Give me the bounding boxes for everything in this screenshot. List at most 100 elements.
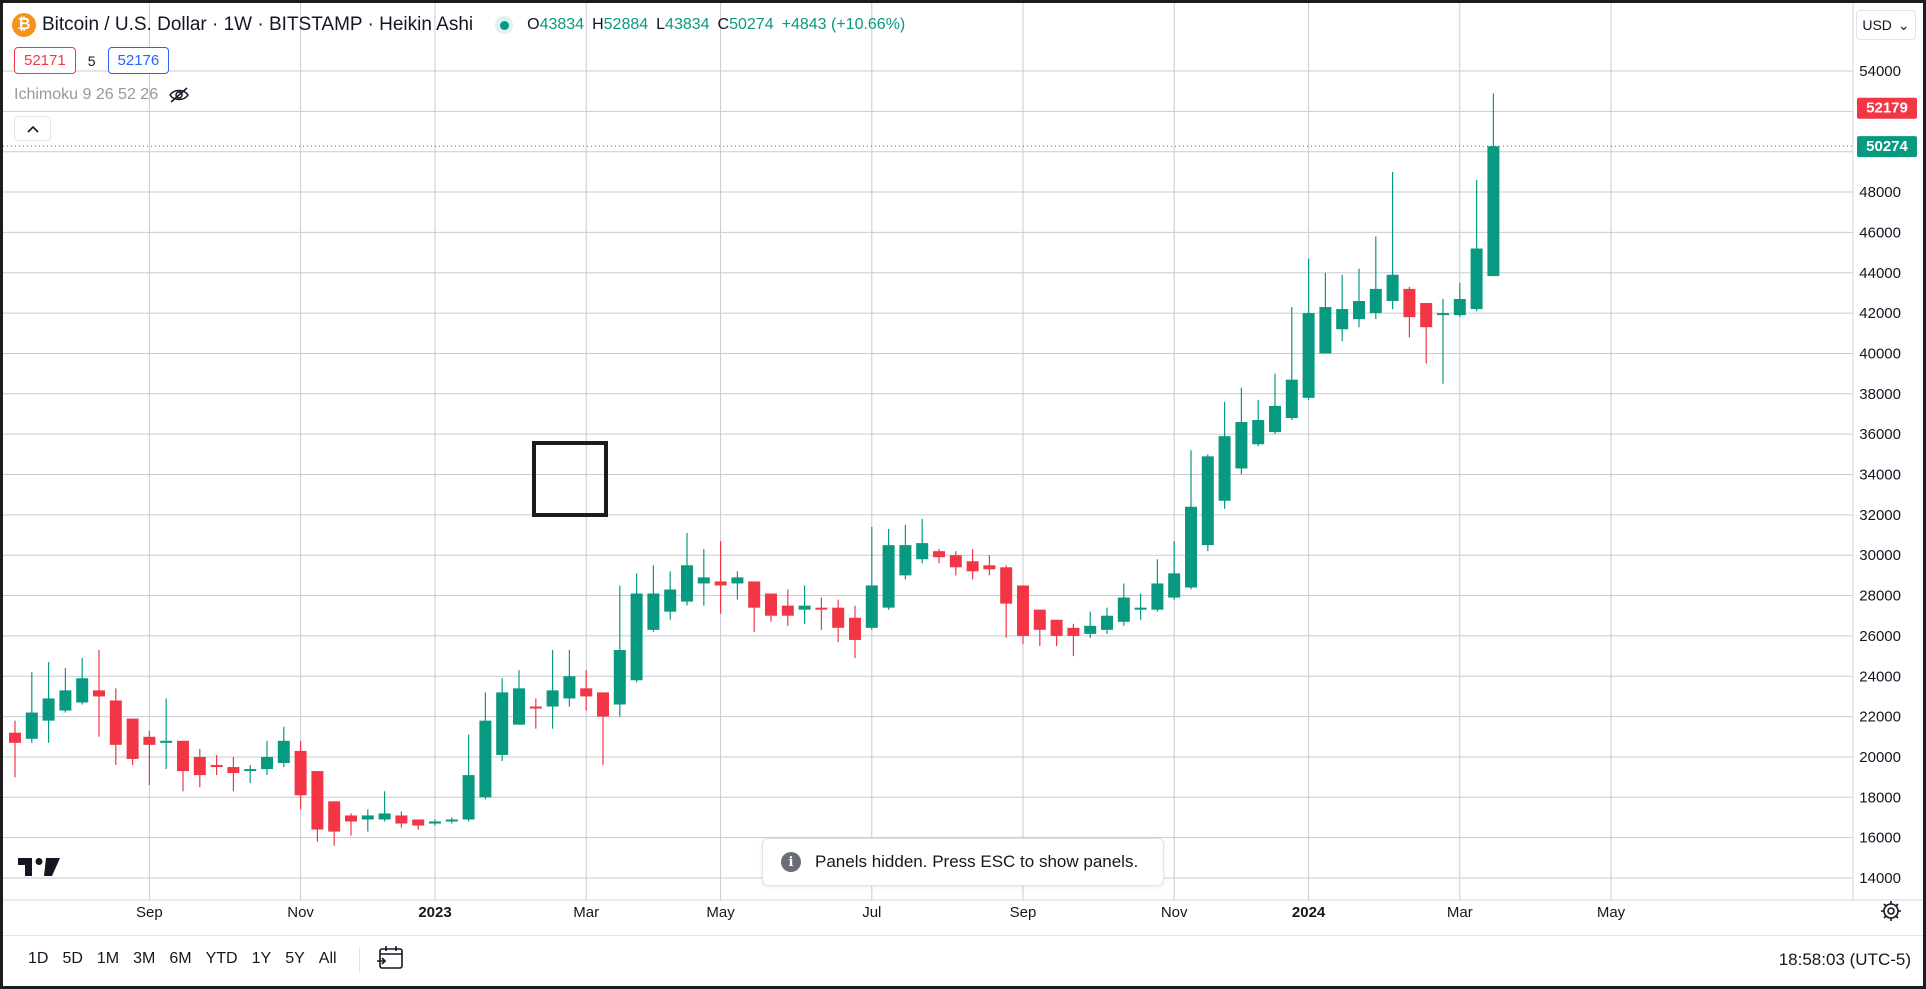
candle — [513, 670, 525, 725]
candle-body — [193, 756, 206, 776]
candle-body — [1101, 615, 1113, 630]
y-tick-label: 22000 — [1859, 709, 1901, 726]
price-markers: 52179 50274 — [3, 97, 1917, 158]
clock-timezone[interactable]: 18:58:03 (UTC-5) — [1778, 950, 1911, 969]
gear-icon[interactable] — [1880, 900, 1902, 922]
candle-body — [1386, 274, 1399, 301]
candle-body — [1437, 313, 1449, 316]
candle-body — [1151, 583, 1164, 610]
candle — [781, 589, 794, 626]
candle — [227, 756, 240, 792]
range-button-1m[interactable]: 1M — [96, 950, 120, 967]
candle — [916, 518, 929, 564]
candle — [1403, 286, 1416, 338]
candle-body — [59, 690, 72, 711]
y-tick-label: 48000 — [1859, 184, 1901, 201]
trade-buttons: 52171 5 52176 — [14, 47, 170, 74]
symbol-title[interactable]: Bitcoin / U.S. Dollar · 1W · BITSTAMP · … — [42, 14, 474, 35]
x-tick-label: Jul — [862, 904, 881, 921]
date-range-buttons: 1D 5D 1M 3M 6M YTD 1Y 5Y All — [21, 946, 344, 972]
low-label: L — [656, 16, 666, 33]
candle — [143, 730, 156, 786]
chevron-up-icon — [26, 125, 39, 133]
candle — [1050, 619, 1063, 646]
x-tick-label: May — [1597, 904, 1626, 921]
eye-off-icon[interactable] — [168, 87, 190, 103]
candle — [798, 585, 811, 624]
candle-body — [966, 561, 979, 572]
indicator-legend[interactable]: Ichimoku 9 26 52 26 — [14, 86, 190, 104]
candle — [1302, 258, 1315, 400]
candle — [429, 819, 441, 826]
calendar-goto-icon[interactable] — [375, 944, 405, 972]
candle-body — [681, 565, 693, 602]
candle-body — [277, 740, 290, 764]
tradingview-logo-icon[interactable] — [18, 856, 60, 878]
bitcoin-icon[interactable]: ₿ — [12, 13, 36, 37]
candle-body — [160, 740, 173, 743]
candle-body — [244, 769, 257, 772]
candle — [1000, 565, 1013, 638]
candle — [966, 549, 979, 580]
candle — [1168, 541, 1181, 600]
candle-body — [1033, 609, 1046, 630]
y-tick-label: 16000 — [1859, 830, 1901, 847]
sell-price-button[interactable]: 52171 — [14, 47, 76, 74]
candle — [1420, 303, 1433, 364]
candle-body — [9, 732, 21, 743]
close-label: C — [717, 16, 730, 33]
candle — [1101, 607, 1113, 634]
candle-body — [949, 555, 962, 568]
change-value: +4843 (+10.66%) — [781, 16, 906, 33]
currency-selector[interactable]: USD ⌄ — [1856, 10, 1916, 40]
price-chart[interactable]: 14000 16000 18000 20000 22000 24000 26000 28000… — [3, 3, 1923, 935]
candle — [193, 748, 206, 788]
range-button-6m[interactable]: 6M — [169, 950, 192, 967]
range-button-5d[interactable]: 5D — [62, 950, 83, 967]
x-tick-label: Mar — [1447, 904, 1473, 921]
range-button-ytd[interactable]: YTD — [205, 950, 238, 967]
candle — [479, 692, 492, 800]
candle-body — [143, 736, 156, 745]
range-button-5y[interactable]: 5Y — [285, 950, 305, 967]
candle-body — [328, 801, 341, 832]
candle-body — [1117, 597, 1130, 622]
range-button-1y[interactable]: 1Y — [251, 950, 272, 967]
candle — [345, 813, 357, 836]
candle-body — [748, 581, 761, 608]
range-button-all[interactable]: All — [318, 950, 337, 967]
ask-price-label-bg — [1857, 97, 1917, 119]
candle-body — [597, 692, 609, 717]
drawing-rectangle[interactable] — [532, 441, 608, 517]
candle-body — [294, 750, 307, 796]
candle — [933, 549, 945, 564]
candle-body — [1453, 298, 1466, 316]
candle — [765, 593, 777, 622]
candle — [1117, 583, 1130, 626]
collapse-legend-button[interactable] — [14, 116, 51, 141]
candle — [261, 740, 273, 776]
candle-body — [1201, 456, 1214, 546]
candle — [361, 809, 374, 832]
candle-body — [1168, 573, 1181, 598]
candle — [1453, 282, 1466, 318]
buy-price-button[interactable]: 52176 — [107, 47, 170, 74]
range-button-1d[interactable]: 1D — [28, 950, 49, 967]
candle-body — [1302, 313, 1315, 398]
high-value: 52884 — [603, 16, 649, 33]
candle — [328, 801, 341, 846]
candle-body — [1369, 288, 1382, 314]
candle — [1185, 450, 1197, 590]
range-button-3m[interactable]: 3M — [133, 950, 156, 967]
candle-body — [462, 775, 475, 820]
candle-body — [1218, 436, 1231, 501]
candle-body — [25, 712, 38, 739]
candle-body — [496, 692, 509, 755]
candle — [647, 565, 660, 632]
candle — [529, 698, 542, 729]
candle-body — [664, 589, 677, 612]
candle-body — [1269, 405, 1281, 433]
candle-body — [815, 607, 828, 610]
candle-body — [1353, 300, 1365, 320]
notice-text: Panels hidden. Press ESC to show panels. — [815, 852, 1139, 871]
